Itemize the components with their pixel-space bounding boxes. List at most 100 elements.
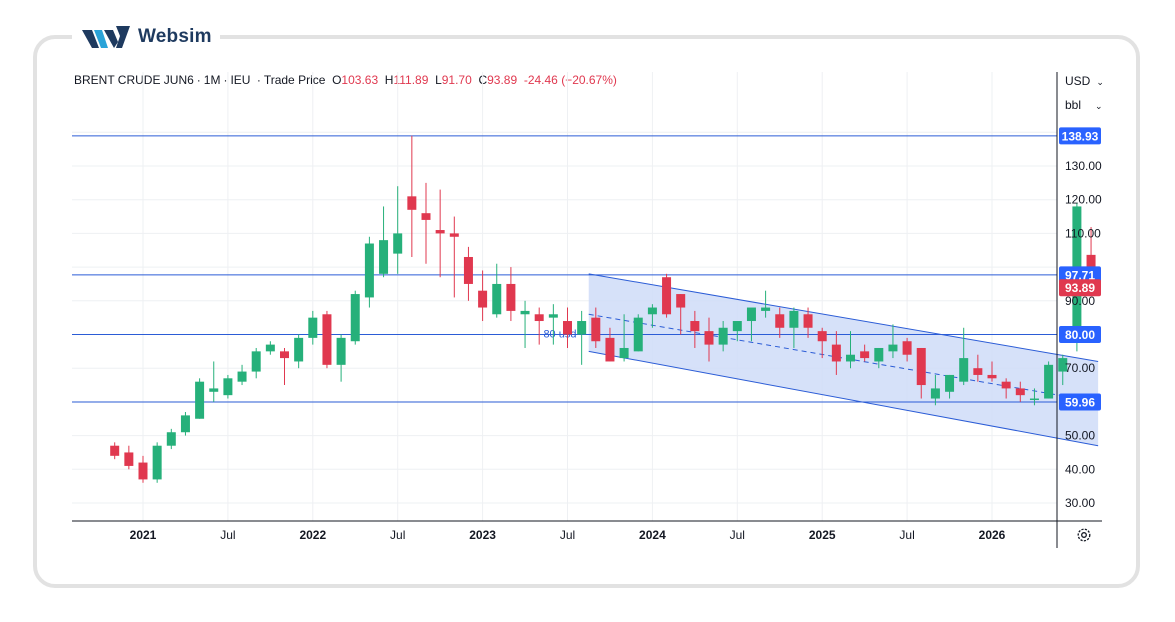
candle-body-up bbox=[619, 347, 629, 359]
candle-body-up bbox=[294, 337, 304, 362]
open-label: O bbox=[332, 73, 342, 87]
channel-upper-line bbox=[588, 273, 1099, 362]
y-tick-label: 120.00 bbox=[1065, 193, 1102, 207]
candle-body-down bbox=[463, 256, 473, 284]
candle-body-up bbox=[520, 310, 530, 315]
price-badges: 138.93 97.71 80.00 59.96 93.89 bbox=[1059, 127, 1101, 411]
y-tick-label: 50.00 bbox=[1065, 429, 1095, 443]
high-value: 111.89 bbox=[393, 73, 429, 87]
candle-body-up bbox=[633, 317, 643, 352]
candle-body-down bbox=[987, 374, 997, 379]
candle-body-up bbox=[1029, 398, 1039, 401]
low-label: L bbox=[435, 73, 442, 87]
candle-body-down bbox=[775, 314, 785, 328]
candle-body-up bbox=[336, 337, 346, 365]
candle-body-down bbox=[563, 321, 572, 335]
y-tick-label: 130.00 bbox=[1065, 159, 1102, 173]
candle-body-down bbox=[1001, 381, 1011, 389]
candle-body-down bbox=[704, 331, 714, 345]
low-value: 91.70 bbox=[441, 73, 472, 87]
level-badge-label: 80.00 bbox=[1065, 328, 1095, 342]
chevron-down-icon: ⌄ bbox=[1096, 77, 1104, 87]
x-tick-label: 2024 bbox=[639, 528, 666, 542]
candle-body-down bbox=[860, 351, 870, 359]
level-badge-bg bbox=[1059, 127, 1101, 145]
x-tick-label: 2025 bbox=[809, 528, 836, 542]
chart-legend: BRENT CRUDE JUN6 · 1M · IEU · Trade Price O10… bbox=[74, 73, 617, 87]
candle-body-down bbox=[690, 321, 700, 332]
y-tick-label: 70.00 bbox=[1065, 361, 1095, 375]
candle-body-up bbox=[308, 317, 318, 338]
brand-logo[interactable]: Websim bbox=[72, 20, 220, 54]
candle-body-down bbox=[478, 290, 488, 308]
price-channel bbox=[588, 273, 1099, 447]
candle-body-up bbox=[223, 378, 233, 396]
candle-body-up bbox=[548, 314, 558, 318]
unit-label: bbl bbox=[1065, 98, 1082, 112]
channel-lower-line bbox=[588, 350, 1099, 447]
exchange-label: IEU bbox=[230, 73, 251, 87]
candle-body-up bbox=[265, 344, 275, 352]
open-value: 103.63 bbox=[341, 73, 379, 87]
candle-body-up bbox=[364, 243, 374, 298]
candle-body-up bbox=[166, 432, 176, 446]
candle-body-down bbox=[817, 331, 827, 342]
price-type-label: Trade Price bbox=[263, 73, 326, 87]
chart-card bbox=[33, 35, 1140, 588]
candle-body-up bbox=[350, 294, 360, 342]
candle-body-up bbox=[237, 371, 247, 382]
candle-body-up bbox=[209, 388, 219, 392]
level-badge-bg bbox=[1059, 266, 1101, 284]
y-tick-label: 30.00 bbox=[1065, 496, 1095, 510]
candle-body-up bbox=[846, 354, 855, 362]
chevron-down-icon: ⌄ bbox=[1095, 101, 1103, 111]
candle-body-down bbox=[676, 294, 686, 308]
unit-selector[interactable]: bbl ⌄ bbox=[1065, 98, 1103, 112]
candle-body-up bbox=[1058, 358, 1068, 372]
axes: 30.0040.0050.0060.0070.0080.0090.00110.0… bbox=[72, 72, 1102, 548]
candle-body-down bbox=[534, 314, 544, 322]
candle-body-up bbox=[647, 307, 657, 315]
candle-body-down bbox=[803, 314, 813, 328]
candle-body-down bbox=[138, 462, 148, 480]
y-tick-label: 110.00 bbox=[1065, 226, 1101, 240]
close-value: 93.89 bbox=[487, 73, 518, 87]
candle-body-up bbox=[888, 344, 898, 352]
gear-icon[interactable] bbox=[1076, 527, 1092, 543]
candle-body-up bbox=[718, 327, 728, 345]
x-tick-label: Jul bbox=[390, 528, 405, 542]
currency-label: USD bbox=[1065, 74, 1091, 88]
last-price-badge-label: 93.89 bbox=[1065, 281, 1095, 295]
candle-body-down bbox=[407, 196, 417, 210]
candle-body-down bbox=[280, 351, 289, 359]
candle-body-up bbox=[874, 347, 884, 362]
candle-body-up bbox=[1044, 364, 1054, 399]
level-badge-label: 138.93 bbox=[1062, 129, 1099, 143]
x-tick-label: 2021 bbox=[130, 528, 157, 542]
y-tick-label: 90.00 bbox=[1065, 294, 1095, 308]
currency-selector[interactable]: USD ⌄ bbox=[1065, 74, 1104, 88]
x-tick-label: 2026 bbox=[979, 528, 1006, 542]
level-badge-label: 97.71 bbox=[1065, 268, 1095, 282]
candle-body-down bbox=[435, 230, 445, 234]
candle-body-down bbox=[1015, 388, 1025, 396]
x-tick-label: Jul bbox=[899, 528, 914, 542]
symbol-name[interactable]: BRENT CRUDE JUN6 bbox=[74, 73, 194, 87]
x-tick-label: 2022 bbox=[299, 528, 326, 542]
candle-body-down bbox=[605, 337, 615, 362]
candle-body-up bbox=[180, 415, 190, 433]
x-tick-label: 2023 bbox=[469, 528, 496, 542]
candle-body-up bbox=[195, 381, 205, 419]
x-tick-label: Jul bbox=[220, 528, 235, 542]
candle-body-up bbox=[152, 445, 162, 480]
candle-body-down bbox=[591, 317, 601, 342]
candle-body-up bbox=[393, 233, 403, 254]
brand-name: Websim bbox=[138, 26, 212, 47]
candle-body-up bbox=[789, 310, 799, 328]
candle-body-down bbox=[506, 283, 516, 311]
candle-body-down bbox=[973, 368, 983, 375]
candle-body-up bbox=[379, 240, 389, 274]
interval-label[interactable]: 1M bbox=[203, 73, 221, 87]
candle-body-up bbox=[577, 321, 587, 335]
